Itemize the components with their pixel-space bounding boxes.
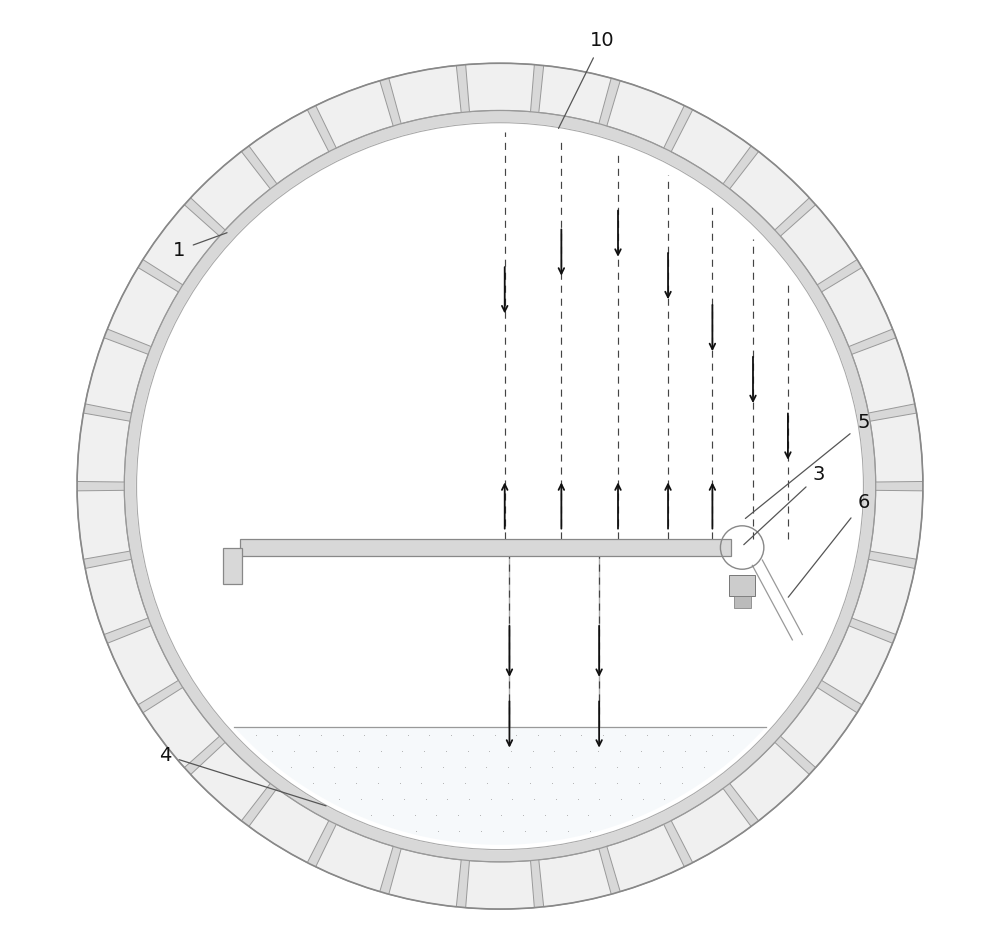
Polygon shape — [852, 338, 915, 413]
Bar — [240, 539, 731, 556]
Polygon shape — [316, 824, 393, 892]
Polygon shape — [107, 267, 178, 346]
Polygon shape — [870, 413, 923, 482]
Bar — [223, 548, 242, 584]
Polygon shape — [730, 152, 809, 230]
Polygon shape — [249, 110, 329, 184]
Polygon shape — [77, 490, 130, 559]
Polygon shape — [607, 824, 684, 892]
Text: 4: 4 — [159, 746, 326, 806]
Text: 5: 5 — [745, 413, 870, 518]
Polygon shape — [316, 80, 393, 148]
Circle shape — [137, 123, 863, 850]
Polygon shape — [143, 687, 220, 767]
Polygon shape — [852, 559, 915, 634]
Polygon shape — [539, 65, 611, 124]
Polygon shape — [85, 338, 148, 413]
Polygon shape — [77, 413, 130, 482]
Polygon shape — [191, 152, 270, 230]
Text: 6: 6 — [788, 493, 870, 598]
Bar — [734, 596, 751, 608]
Polygon shape — [389, 65, 461, 124]
Polygon shape — [85, 559, 148, 634]
Polygon shape — [389, 849, 461, 907]
Polygon shape — [234, 727, 766, 845]
Polygon shape — [539, 849, 611, 907]
Polygon shape — [671, 110, 751, 184]
Polygon shape — [730, 742, 809, 820]
Polygon shape — [822, 267, 893, 346]
Text: 3: 3 — [744, 465, 825, 545]
Polygon shape — [822, 626, 893, 705]
Polygon shape — [249, 788, 329, 863]
Text: 1: 1 — [173, 233, 227, 260]
Circle shape — [77, 63, 923, 909]
Bar — [729, 575, 755, 596]
Polygon shape — [466, 63, 534, 111]
Text: 10: 10 — [558, 31, 614, 128]
Polygon shape — [143, 205, 220, 285]
Polygon shape — [607, 80, 684, 148]
Polygon shape — [107, 626, 178, 705]
Polygon shape — [780, 687, 857, 767]
Polygon shape — [870, 490, 923, 559]
Polygon shape — [191, 742, 270, 820]
Polygon shape — [671, 788, 751, 863]
Polygon shape — [780, 205, 857, 285]
Polygon shape — [466, 861, 534, 909]
